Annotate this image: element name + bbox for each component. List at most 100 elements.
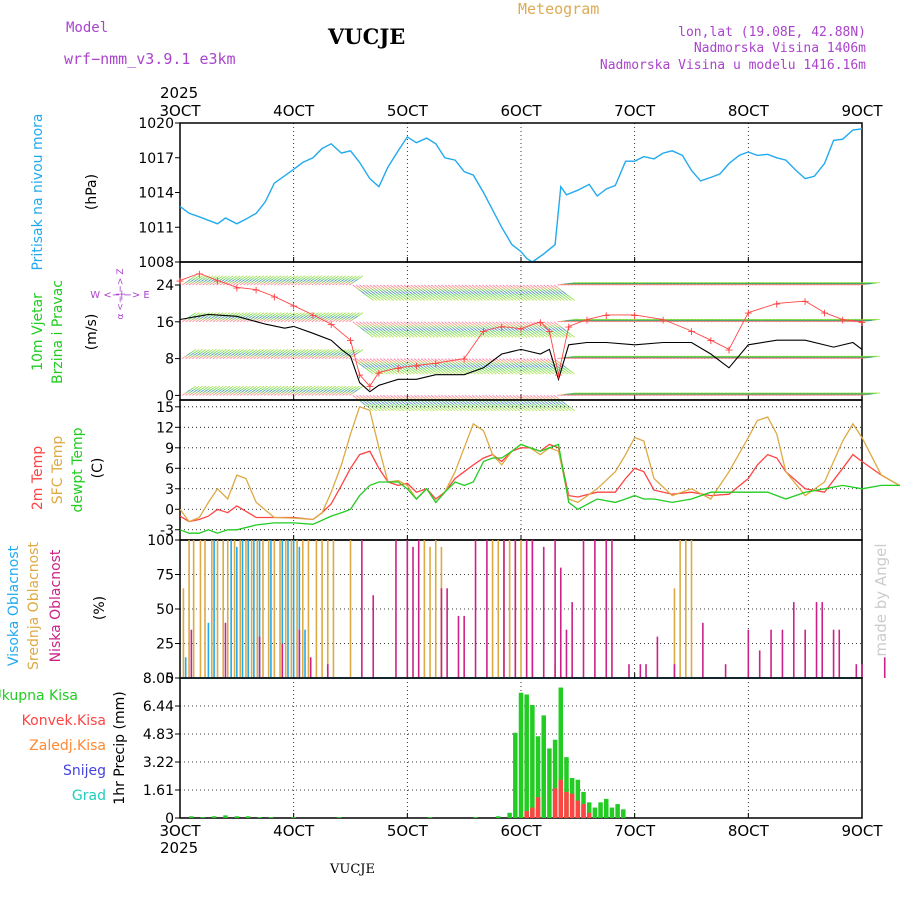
wind-barb bbox=[550, 358, 572, 375]
wind-barb bbox=[199, 275, 214, 286]
wind-barb bbox=[284, 312, 299, 323]
wind-barb bbox=[192, 275, 207, 286]
wind-barb bbox=[345, 312, 360, 323]
wind-barb bbox=[536, 358, 558, 375]
wind-barb bbox=[216, 348, 231, 359]
wind-barb bbox=[229, 348, 244, 359]
wind-compass-horizontal: W <−|−> E bbox=[90, 290, 149, 301]
wind-barb bbox=[284, 275, 299, 286]
wind-barb bbox=[246, 348, 261, 359]
gust-marker: + bbox=[431, 357, 440, 370]
rain-total-bar bbox=[621, 809, 626, 818]
wind-barb bbox=[461, 284, 483, 301]
wind-barb bbox=[287, 348, 302, 359]
wind-barb bbox=[451, 321, 473, 338]
wind-barb bbox=[519, 321, 541, 338]
gust-marker: + bbox=[213, 274, 222, 287]
wind-barb bbox=[417, 321, 439, 338]
wind-barb bbox=[461, 395, 483, 412]
wind-barb bbox=[328, 275, 343, 286]
wind-barb bbox=[342, 348, 357, 359]
wind-barb bbox=[533, 395, 555, 412]
wind-barb bbox=[219, 348, 234, 359]
wind-barb bbox=[505, 321, 528, 338]
t2m-line bbox=[179, 443, 900, 523]
wind-barb bbox=[499, 395, 521, 412]
wind-barb bbox=[233, 275, 248, 286]
y-tick-label: 12 bbox=[156, 420, 174, 436]
wind-barb bbox=[233, 348, 248, 359]
wind-barb bbox=[458, 284, 480, 301]
wind-barb bbox=[533, 284, 555, 301]
wind-barb bbox=[860, 355, 881, 360]
wind-barb bbox=[263, 385, 279, 396]
wind-barb bbox=[553, 284, 575, 301]
y-tick-label: 16 bbox=[156, 315, 174, 331]
y-tick-label: 3.22 bbox=[143, 755, 174, 771]
wind-barb bbox=[482, 395, 504, 412]
gust-marker: + bbox=[820, 307, 829, 320]
gust-marker: + bbox=[582, 314, 591, 327]
wind-barb bbox=[526, 395, 548, 412]
wind-barb bbox=[427, 284, 449, 301]
wind-barb bbox=[495, 395, 517, 412]
wind-barb bbox=[407, 284, 429, 301]
wind-barb bbox=[400, 395, 422, 412]
x-tick-label-bottom: 9OCT bbox=[842, 822, 884, 840]
cloud-panel: 0 25 50 75 100 bbox=[147, 533, 886, 687]
wind-barb bbox=[407, 321, 429, 338]
rain-conv-bar bbox=[524, 811, 529, 818]
wind-barb bbox=[243, 312, 258, 323]
rain-total-bar bbox=[496, 816, 501, 818]
wind-barb bbox=[488, 321, 511, 338]
gust-marker: + bbox=[460, 353, 469, 366]
dewpoint-line bbox=[179, 443, 900, 534]
y-tick-label: 1011 bbox=[138, 220, 174, 236]
cloud-low-title: Niska Oblacnost bbox=[48, 549, 64, 662]
wind-barb bbox=[284, 385, 299, 396]
rain-total-bar bbox=[564, 757, 569, 818]
wind-title-line1: 10m Vjetar bbox=[30, 293, 46, 371]
wind-barb bbox=[192, 312, 207, 323]
wind-barb bbox=[277, 275, 292, 286]
wind-barb bbox=[437, 395, 459, 412]
x-tick-label-top: 9OCT bbox=[842, 102, 884, 120]
wind-barb bbox=[287, 275, 302, 286]
rain-total-bar bbox=[234, 816, 240, 818]
x-tick-label-bottom: 4OCT bbox=[273, 822, 315, 840]
wind-barb bbox=[321, 385, 337, 396]
wind-barb bbox=[182, 312, 197, 323]
wind-barb bbox=[212, 275, 227, 286]
wind-barb bbox=[195, 385, 210, 396]
wind-barb bbox=[369, 321, 391, 338]
y-tick-label: 0 bbox=[165, 811, 174, 827]
wind-barb bbox=[553, 395, 575, 412]
wind-barb bbox=[403, 395, 425, 412]
wind-barb bbox=[529, 395, 552, 412]
wind-barb bbox=[277, 312, 292, 323]
wind-barb bbox=[182, 275, 197, 286]
wind-barb bbox=[270, 312, 285, 323]
wind-barb bbox=[413, 284, 436, 301]
wind-barb bbox=[413, 395, 436, 412]
rain-total-bar bbox=[547, 748, 552, 818]
wind-barb bbox=[516, 358, 538, 375]
wind-barb bbox=[444, 321, 466, 338]
wind-barb bbox=[349, 312, 364, 323]
elevation: Nadmorska Visina 1406m bbox=[693, 41, 866, 56]
wind-barb bbox=[441, 358, 463, 375]
wind-barb bbox=[396, 395, 419, 412]
product-title: Meteogram bbox=[518, 0, 600, 18]
wind-barb bbox=[447, 321, 470, 338]
wind-barb bbox=[311, 385, 326, 396]
x-tick-label-top: 4OCT bbox=[273, 102, 315, 120]
wind-barb bbox=[430, 284, 453, 301]
wind-barb bbox=[536, 321, 558, 338]
wind-barb bbox=[229, 385, 244, 396]
model-elevation: Nadmorska Visina u modelu 1416.16m bbox=[599, 58, 866, 73]
wind-barb bbox=[492, 284, 514, 301]
rain-conv-title: Konvek.Kisa bbox=[22, 713, 106, 729]
wind-barb bbox=[243, 275, 258, 286]
wind-barb bbox=[403, 358, 425, 375]
wind-barb bbox=[468, 284, 490, 301]
